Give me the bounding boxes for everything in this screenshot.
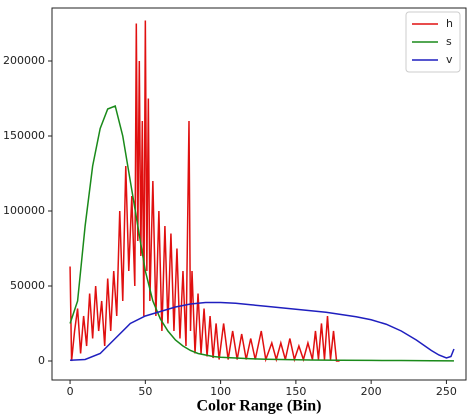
x-tick-label: 200 (361, 385, 382, 398)
series-line (69, 20, 340, 363)
y-tick-label: 100000 (3, 204, 45, 217)
x-tick-label: 0 (67, 385, 74, 398)
x-tick-label: 50 (138, 385, 152, 398)
series-line (70, 301, 455, 361)
y-tick-label: 50000 (10, 279, 45, 292)
plot-frame (51, 7, 467, 381)
y-tick-label: 0 (38, 354, 45, 367)
x-axis-label: Color Range (Bin) (196, 398, 321, 415)
x-tick-label: 100 (210, 385, 231, 398)
y-tick-label: 200000 (3, 54, 45, 67)
x-tick-label: 250 (436, 385, 457, 398)
x-tick-label: 150 (285, 385, 306, 398)
legend-label: v (446, 53, 453, 66)
y-tick-label: 150000 (3, 129, 45, 142)
legend-label: h (446, 17, 453, 30)
series-line (69, 104, 454, 362)
legend-label: s (446, 35, 452, 48)
